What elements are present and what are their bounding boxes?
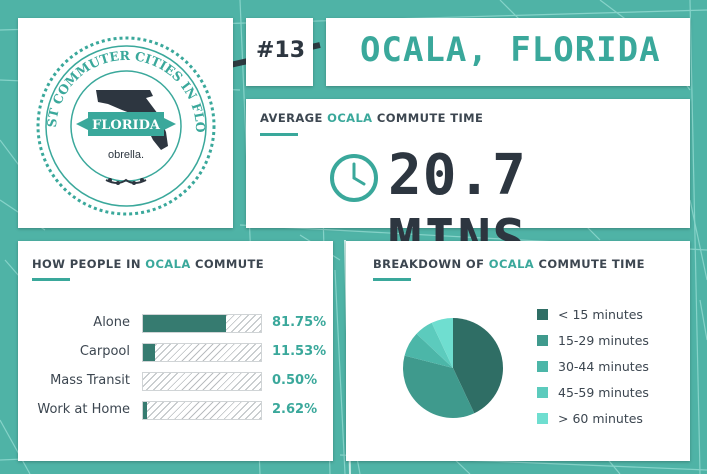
commute-methods-title: HOW PEOPLE IN OCALA COMMUTE: [32, 257, 264, 271]
pie-slice: [403, 355, 475, 418]
legend-label: > 60 minutes: [558, 411, 643, 426]
rank-card: #13: [246, 18, 313, 86]
breakdown-title: BREAKDOWN OF OCALA COMMUTE TIME: [373, 257, 645, 271]
bar-label: Carpool: [79, 344, 130, 359]
legend-label: < 15 minutes: [558, 307, 643, 322]
badge-state-label: FLORIDA: [92, 118, 161, 133]
legend-swatch: [537, 361, 548, 372]
commute-methods-card: HOW PEOPLE IN OCALA COMMUTE Alone 81.75% C…: [18, 241, 333, 461]
pie-slice: [416, 322, 453, 368]
breakdown-card: BREAKDOWN OF OCALA COMMUTE TIME < 15 min…: [346, 241, 690, 461]
badge-brand-logo: obrella.: [108, 149, 144, 161]
legend-label: 30-44 minutes: [558, 359, 649, 374]
bar-fill: [143, 402, 147, 419]
bar-value: 0.50%: [272, 373, 318, 388]
legend-swatch: [537, 309, 548, 320]
bar-track: [142, 314, 262, 333]
bar-label: Alone: [93, 315, 130, 330]
badge-seal: 40 BEST COMMUTER CITIES IN FLORIDA FLORI…: [18, 18, 216, 216]
average-title: AVERAGE OCALA COMMUTE TIME: [260, 111, 484, 125]
bar-label: Work at Home: [37, 402, 130, 417]
pie-slice: [431, 318, 453, 368]
legend-swatch: [537, 387, 548, 398]
bar-value: 2.62%: [272, 402, 318, 417]
city-title-card: OCALA, FLORIDA: [326, 18, 690, 86]
title-underline: [32, 278, 70, 281]
pie-slice: [453, 318, 503, 414]
legend-label: 15-29 minutes: [558, 333, 649, 348]
bar-fill: [143, 344, 155, 361]
badge-card: 40 BEST COMMUTER CITIES IN FLORIDA FLORI…: [18, 18, 233, 228]
average-commute-card: AVERAGE OCALA COMMUTE TIME 20.7 MINS: [246, 99, 690, 273]
title-underline: [373, 278, 411, 281]
bar-track: [142, 372, 262, 391]
bar-track: [142, 343, 262, 362]
commute-time-pie-chart: [403, 318, 503, 418]
florida-map-icon: [96, 90, 168, 150]
bar-fill: [143, 315, 226, 332]
bar-value: 11.53%: [272, 344, 327, 359]
pie-slice: [404, 333, 453, 368]
legend-swatch: [537, 413, 548, 424]
clock-icon: [330, 154, 378, 202]
legend-swatch: [537, 335, 548, 346]
bar-track: [142, 401, 262, 420]
city-title: OCALA, FLORIDA: [360, 30, 661, 70]
legend-label: 45-59 minutes: [558, 385, 649, 400]
bar-value: 81.75%: [272, 315, 327, 330]
bar-label: Mass Transit: [50, 373, 130, 388]
rank-number: #13: [256, 38, 306, 63]
title-underline: [260, 133, 298, 136]
